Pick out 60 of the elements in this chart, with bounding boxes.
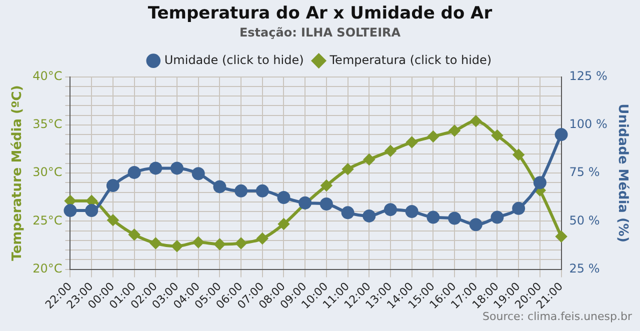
y2-tick-label: 125 % [569, 68, 608, 83]
y2-tick-label: 100 % [569, 117, 608, 132]
point [364, 154, 375, 166]
point [490, 210, 504, 224]
point [384, 145, 396, 156]
chart-title: Temperatura do Ar x Umidade do Ar [148, 4, 493, 24]
point [234, 184, 248, 198]
point [106, 179, 120, 192]
point [107, 214, 118, 226]
point [171, 240, 182, 252]
point [85, 204, 98, 218]
point [192, 167, 205, 180]
point [277, 190, 290, 204]
y2-tick-label: 25 % [569, 261, 600, 276]
point [449, 125, 460, 136]
point [533, 176, 546, 190]
point [469, 218, 482, 232]
y2-tick-label: 50 % [569, 213, 600, 228]
point [405, 205, 418, 218]
point [426, 210, 440, 224]
y-tick-label: 20°C [32, 261, 62, 276]
y2-axis-title: Unidade Média (%) [614, 104, 630, 242]
point [214, 238, 226, 250]
point [448, 212, 462, 225]
point [170, 162, 184, 175]
point [512, 202, 526, 215]
y-tick-label: 30°C [32, 165, 62, 180]
point [128, 166, 141, 179]
point [554, 128, 568, 142]
point [341, 206, 354, 220]
point [556, 231, 567, 242]
point [513, 149, 524, 160]
point [256, 184, 269, 198]
point [149, 162, 162, 175]
y-tick-label: 40°C [32, 68, 62, 83]
point [213, 180, 226, 194]
point [342, 164, 354, 175]
point [150, 238, 162, 249]
legend-label: Temperatura (click to hide) [328, 52, 492, 67]
point [492, 130, 503, 141]
point [320, 198, 333, 211]
point [428, 130, 439, 142]
point [256, 232, 268, 244]
point [278, 218, 290, 230]
point [470, 116, 482, 127]
point [128, 229, 140, 240]
source-note: Source: clima.feis.unesp.br [482, 310, 632, 323]
point [64, 204, 77, 218]
point [192, 236, 204, 248]
point [406, 136, 418, 148]
legend-label: Umidade (click to hide) [164, 52, 304, 67]
point [384, 203, 397, 216]
point [320, 180, 332, 192]
point [236, 238, 247, 249]
y-tick-label: 25°C [32, 213, 62, 228]
y2-tick-label: 75 % [569, 165, 600, 180]
y-axis-title: Temperature Média (ºC) [10, 85, 26, 261]
y-tick-label: 35°C [32, 117, 62, 132]
point [362, 209, 376, 222]
chart-subtitle: Estação: ILHA SOLTEIRA [239, 26, 402, 40]
